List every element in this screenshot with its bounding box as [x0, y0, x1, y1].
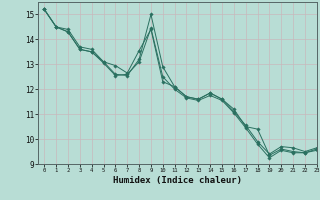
X-axis label: Humidex (Indice chaleur): Humidex (Indice chaleur) — [113, 176, 242, 185]
